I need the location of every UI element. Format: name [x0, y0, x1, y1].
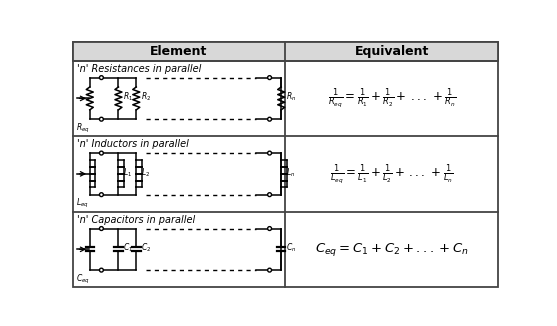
Text: $L_n$: $L_n$	[286, 166, 295, 179]
Text: $C_1$: $C_1$	[123, 242, 133, 254]
Circle shape	[100, 151, 104, 155]
Text: $\frac{1}{R_{eq}} = \frac{1}{R_1}+\frac{1}{R_2}+\,...\,+\frac{1}{R_n}$: $\frac{1}{R_{eq}} = \frac{1}{R_1}+\frac{…	[328, 87, 456, 110]
Text: $L_1$: $L_1$	[123, 166, 132, 179]
Text: $C_2$: $C_2$	[141, 242, 151, 254]
Text: $R_2$: $R_2$	[141, 91, 151, 103]
Text: 'n' Capacitors in parallel: 'n' Capacitors in parallel	[77, 215, 195, 225]
Text: $C_{eq} = C_1 + C_2 +...+ C_n$: $C_{eq} = C_1 + C_2 +...+ C_n$	[315, 241, 468, 258]
Text: $\frac{1}{L_{eq}} = \frac{1}{L_1}+\frac{1}{L_2}+\,...\,+\frac{1}{L_n}$: $\frac{1}{L_{eq}} = \frac{1}{L_1}+\frac{…	[330, 162, 453, 186]
Text: $C_{eq}$: $C_{eq}$	[76, 273, 90, 286]
Text: 'n' Inductors in parallel: 'n' Inductors in parallel	[77, 139, 188, 149]
Text: $R_{eq}$: $R_{eq}$	[76, 122, 90, 135]
Text: $R_1$: $R_1$	[123, 91, 133, 103]
Circle shape	[267, 117, 271, 121]
Text: Element: Element	[150, 45, 208, 58]
Text: $C_n$: $C_n$	[286, 242, 296, 254]
Text: $R_n$: $R_n$	[286, 91, 296, 103]
Circle shape	[100, 227, 104, 230]
Circle shape	[100, 76, 104, 80]
Circle shape	[100, 268, 104, 272]
Circle shape	[267, 268, 271, 272]
Circle shape	[100, 193, 104, 197]
Text: $L_{eq}$: $L_{eq}$	[76, 197, 89, 210]
Text: $L_2$: $L_2$	[141, 166, 150, 179]
Text: Equivalent: Equivalent	[354, 45, 429, 58]
Circle shape	[100, 117, 104, 121]
Circle shape	[267, 151, 271, 155]
Bar	[73, 42, 498, 61]
Circle shape	[267, 193, 271, 197]
Circle shape	[267, 76, 271, 80]
Circle shape	[267, 227, 271, 230]
Text: 'n' Resistances in parallel: 'n' Resistances in parallel	[77, 64, 201, 74]
